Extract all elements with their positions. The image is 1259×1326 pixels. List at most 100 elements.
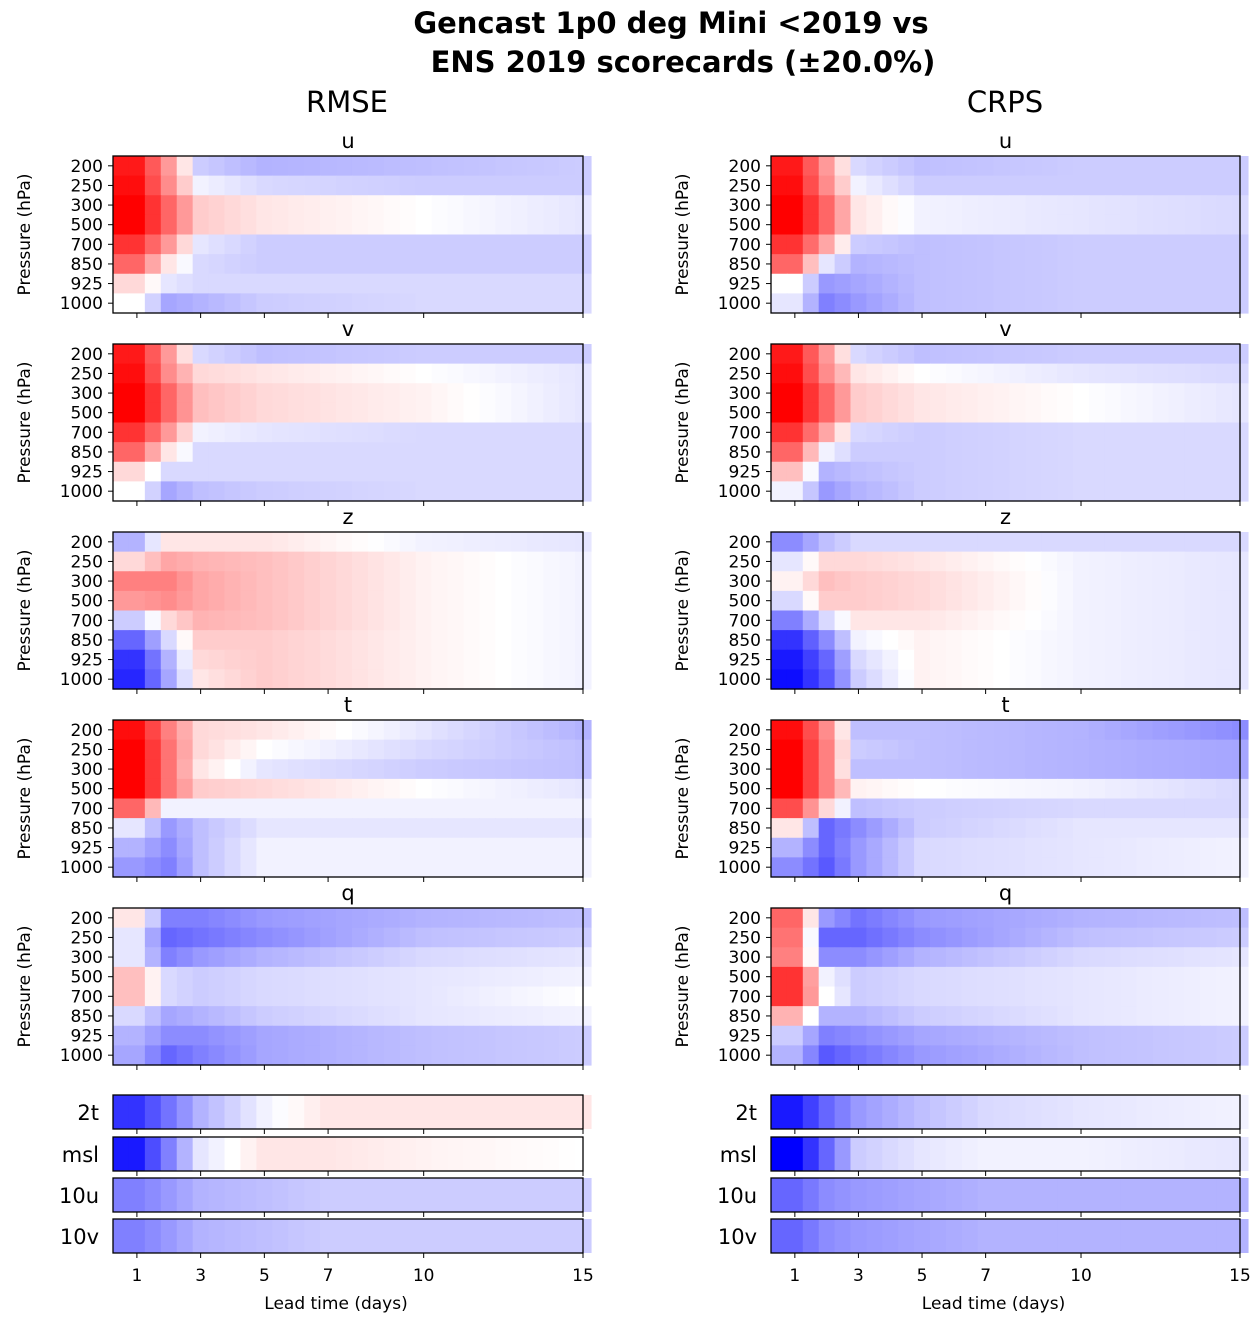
heatmap-cell [495,214,512,236]
heatmap-cell [929,422,947,443]
heatmap-cell [914,1095,931,1129]
heatmap-cell [1168,720,1185,741]
heatmap-cell [399,234,417,255]
heatmap-cell [771,986,788,1007]
heatmap-cell [383,857,401,878]
y-tick-label: 925 [71,463,103,483]
heatmap-cell [256,1045,273,1066]
heatmap-cell [1168,1095,1185,1129]
heatmap-cell [463,234,481,255]
heatmap-cell [511,837,528,858]
figure-title-line1: Gencast 1p0 deg Mini <2019 vs [413,6,928,40]
heatmap-cell [818,293,836,314]
heatmap-cell [1120,293,1138,314]
heatmap-cell [256,363,273,384]
heatmap-cell [961,1025,979,1046]
y-tick-label: 1000 [718,670,761,690]
heatmap-cell [351,1095,369,1129]
heatmap-cell [1168,908,1185,929]
heatmap-cell [495,402,512,424]
heatmap-cell [1057,966,1074,988]
heatmap-cell [1168,669,1185,690]
heatmap-cell [431,571,449,592]
heatmap-cell [898,481,915,502]
heatmap-cell [1200,551,1217,572]
heatmap-cell [1073,1219,1090,1253]
heatmap-cell [914,857,931,878]
heatmap-cell [802,610,820,631]
heatmap-cell [479,590,496,612]
heatmap-cell [961,532,979,553]
heatmap-cell [208,1006,226,1027]
heatmap-cell [1136,947,1154,968]
heatmap-cell [1025,442,1042,463]
heatmap-cell [511,818,528,839]
heatmap-cell [320,195,337,216]
heatmap-cell [1120,1025,1138,1046]
surface-panel-10v: 10v [718,1218,1249,1258]
heatmap-cell [511,1178,528,1212]
heatmap-cell [1136,422,1154,443]
heatmap-cell [128,986,146,1007]
heatmap-cell [1073,739,1090,760]
heatmap-cell [977,966,995,988]
heatmap-cell [447,551,465,572]
heatmap-cell [224,630,242,651]
heatmap-cell [929,908,947,929]
heatmap-cell [176,986,194,1007]
heatmap-cell [1200,947,1217,968]
heatmap-cell [1200,571,1217,592]
heatmap-cell [415,1219,433,1253]
heatmap-cell [367,649,385,670]
heatmap-cell [431,630,449,651]
heatmap-cell [192,461,210,482]
heatmap-cell [543,649,560,670]
heatmap-cell [351,1006,369,1027]
heatmap-cell [256,610,273,631]
heatmap-cell [1136,273,1154,294]
heatmap-cell [1041,1178,1058,1212]
x-tick-label: 5 [917,1266,928,1286]
heatmap-cell [914,590,931,612]
heatmap-cell [447,1095,465,1129]
heatmap-cell [1120,175,1138,196]
heatmap-cell [1120,1137,1138,1171]
heatmap-cell [786,857,804,878]
heatmap-cell [834,590,852,612]
heatmap-cell [961,195,979,216]
heatmap-cell [1041,759,1058,780]
heatmap-cell [288,720,305,741]
heatmap-cell [351,481,369,502]
heatmap-cell [224,927,242,948]
heatmap-cell [272,927,289,948]
heatmap-cell [1136,254,1154,275]
heatmap-cell [786,759,804,780]
heatmap-cell [208,214,226,236]
heatmap-cell [208,422,226,443]
heatmap-cell [367,273,385,294]
heatmap-cell [1057,927,1074,948]
heatmap-cell [113,195,130,216]
heatmap-cell [113,402,130,424]
heatmap-cell [1216,481,1233,502]
heatmap-cell [1057,818,1074,839]
heatmap-cell [802,254,820,275]
heatmap-cell [914,363,931,384]
heatmap-cell [495,1178,512,1212]
heatmap-cell [898,966,915,988]
heatmap-cell [898,293,915,314]
heatmap-cell [898,818,915,839]
heatmap-cell [977,947,995,968]
heatmap-cell [818,195,836,216]
heatmap-cell [1200,234,1217,255]
heatmap-cell [399,857,417,878]
heatmap-cell [961,947,979,968]
heatmap-cell [383,532,401,553]
heatmap-cell [415,590,433,612]
heatmap-cell [786,442,804,463]
heatmap-cell [866,798,883,819]
heatmap-cell [1041,590,1058,612]
heatmap-cell [224,720,242,741]
heatmap-cell [802,195,820,216]
heatmap-cell [898,254,915,275]
